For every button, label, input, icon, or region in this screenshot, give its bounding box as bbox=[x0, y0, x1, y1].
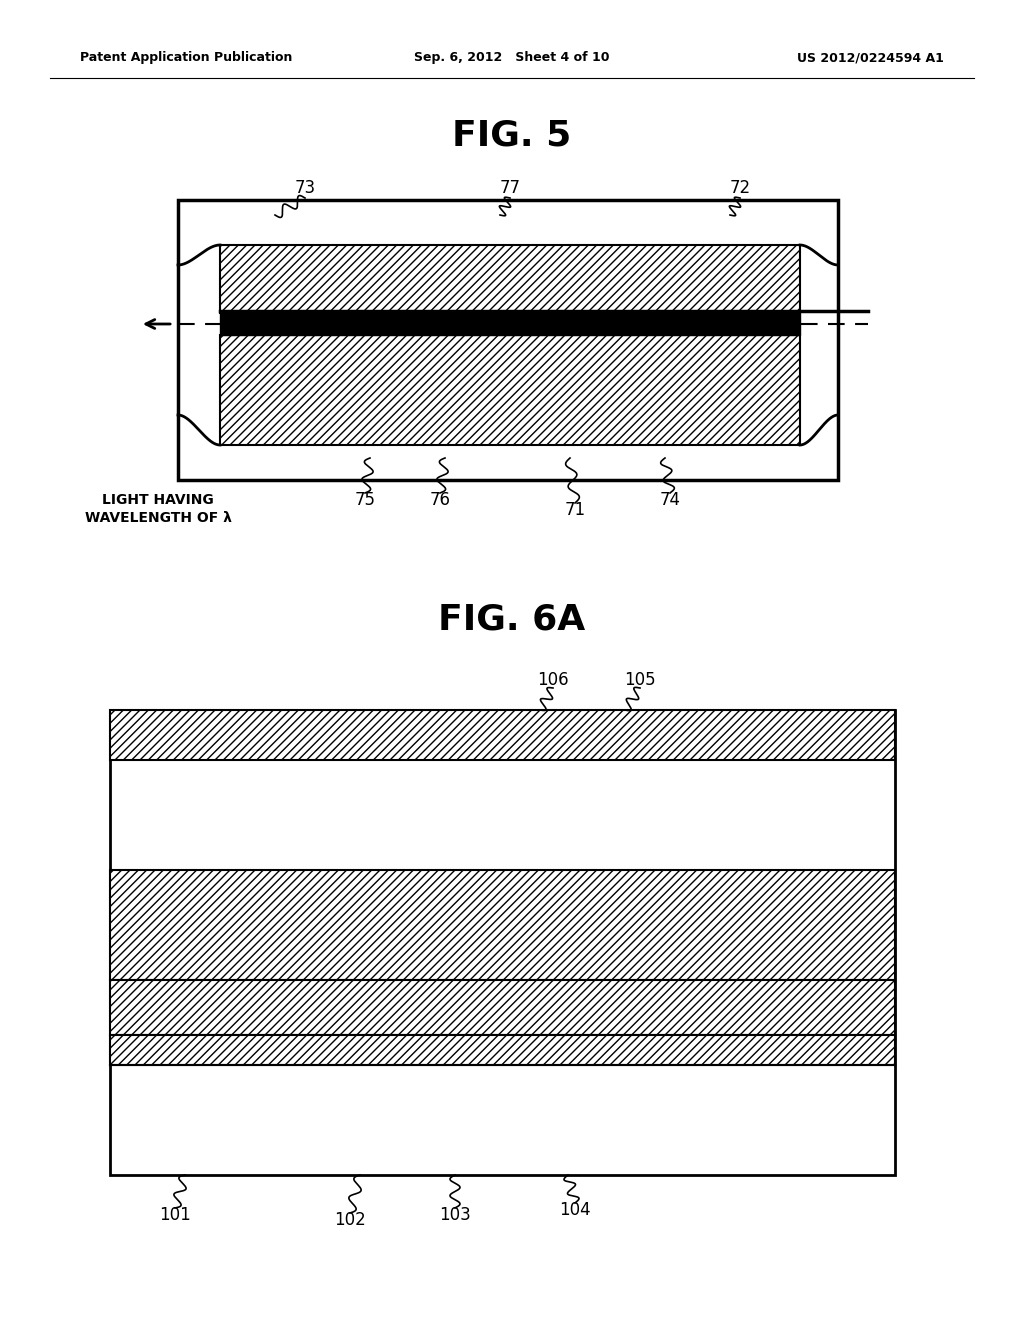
Text: 106: 106 bbox=[538, 671, 568, 689]
Text: 71: 71 bbox=[564, 502, 586, 519]
Bar bbox=[178, 201, 838, 480]
Text: 74: 74 bbox=[659, 491, 681, 510]
Bar bbox=[220, 246, 800, 313]
Bar bbox=[110, 710, 895, 760]
Text: 103: 103 bbox=[439, 1206, 471, 1224]
Bar bbox=[220, 313, 800, 335]
Bar bbox=[110, 1035, 895, 1065]
Text: 105: 105 bbox=[625, 671, 655, 689]
Text: Sep. 6, 2012   Sheet 4 of 10: Sep. 6, 2012 Sheet 4 of 10 bbox=[415, 51, 609, 65]
Text: 76: 76 bbox=[429, 491, 451, 510]
Text: LIGHT HAVING: LIGHT HAVING bbox=[102, 492, 214, 507]
Text: US 2012/0224594 A1: US 2012/0224594 A1 bbox=[797, 51, 944, 65]
Bar bbox=[110, 710, 895, 1175]
Text: WAVELENGTH OF λ: WAVELENGTH OF λ bbox=[85, 511, 231, 525]
Text: 104: 104 bbox=[559, 1201, 591, 1218]
Text: 72: 72 bbox=[729, 180, 751, 197]
Text: Patent Application Publication: Patent Application Publication bbox=[80, 51, 293, 65]
Text: 73: 73 bbox=[295, 180, 315, 197]
Bar bbox=[220, 335, 800, 445]
Bar bbox=[110, 979, 895, 1035]
Text: 101: 101 bbox=[159, 1206, 190, 1224]
Bar bbox=[110, 870, 895, 979]
Text: 77: 77 bbox=[500, 180, 520, 197]
Text: 75: 75 bbox=[354, 491, 376, 510]
Text: FIG. 6A: FIG. 6A bbox=[438, 603, 586, 638]
Text: 102: 102 bbox=[334, 1210, 366, 1229]
Text: FIG. 5: FIG. 5 bbox=[453, 117, 571, 152]
